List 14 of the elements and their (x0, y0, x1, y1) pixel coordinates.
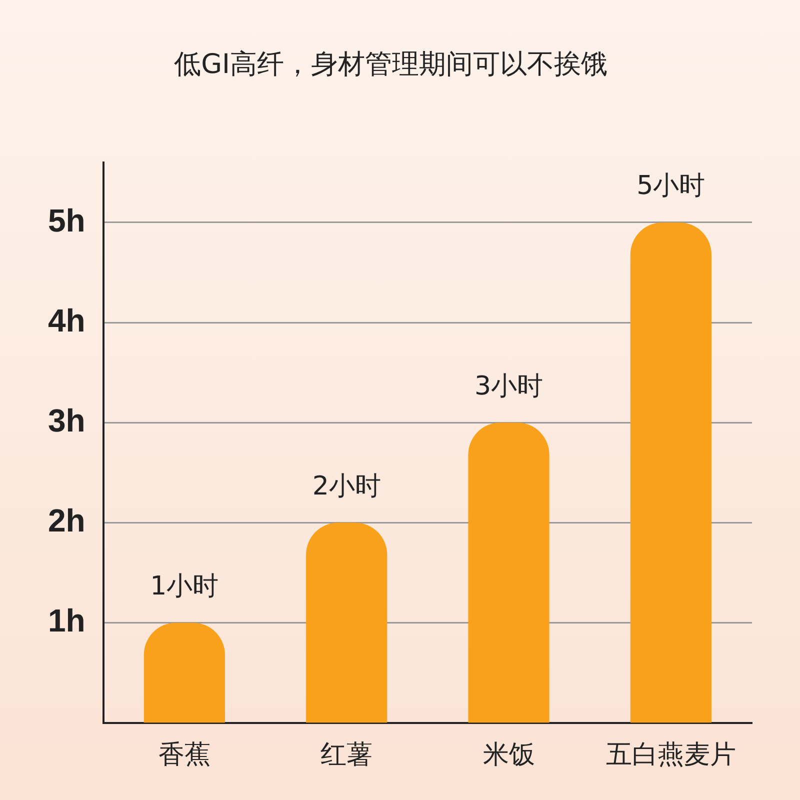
y-tick-label: 4h (48, 302, 86, 338)
y-tick-label: 1h (48, 602, 86, 639)
data-label: 3小时 (474, 371, 544, 402)
x-tick-label: 五白燕麦片 (606, 740, 736, 770)
data-label: 5小时 (636, 171, 706, 202)
data-label: 1小时 (150, 571, 219, 602)
x-tick-label: 米饭 (482, 740, 535, 770)
y-tick-label: 5h (48, 202, 86, 238)
x-tick-label: 红薯 (320, 740, 373, 770)
chart-title: 低GI高纤，身材管理期间可以不挨饿 (174, 49, 608, 80)
data-label: 2小时 (312, 471, 381, 502)
y-tick-label: 3h (48, 402, 86, 438)
y-tick-label: 2h (48, 502, 86, 538)
x-tick-label: 香蕉 (158, 740, 210, 770)
